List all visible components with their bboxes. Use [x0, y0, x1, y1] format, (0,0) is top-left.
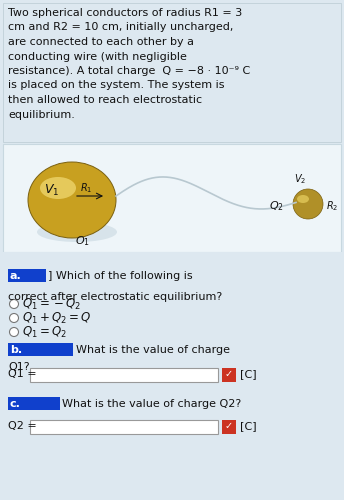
FancyBboxPatch shape [222, 368, 236, 382]
FancyBboxPatch shape [3, 3, 341, 142]
Text: [C]: [C] [240, 369, 257, 379]
FancyBboxPatch shape [3, 144, 341, 252]
Circle shape [10, 328, 19, 336]
Text: is placed on the system. The system is: is placed on the system. The system is [8, 80, 225, 90]
FancyBboxPatch shape [30, 368, 218, 382]
Text: $Q_1 = -Q_2$: $Q_1 = -Q_2$ [22, 296, 82, 312]
Text: c.: c. [10, 399, 21, 409]
FancyBboxPatch shape [18, 397, 52, 410]
Text: b.: b. [10, 345, 22, 355]
Text: $\mathit{R}_2$: $\mathit{R}_2$ [326, 199, 338, 213]
Text: ✓: ✓ [225, 421, 233, 431]
FancyBboxPatch shape [0, 252, 344, 500]
FancyBboxPatch shape [18, 343, 65, 356]
Ellipse shape [293, 189, 323, 219]
Circle shape [10, 300, 19, 308]
Text: Two spherical conductors of radius R1 = 3: Two spherical conductors of radius R1 = … [8, 8, 242, 18]
Text: Q2 =: Q2 = [8, 421, 37, 431]
Text: equilibrium.: equilibrium. [8, 110, 75, 120]
Text: conducting wire (with negligible: conducting wire (with negligible [8, 52, 187, 62]
Text: then allowed to reach electrostatic: then allowed to reach electrostatic [8, 95, 202, 105]
Text: are connected to each other by a: are connected to each other by a [8, 37, 194, 47]
Ellipse shape [40, 177, 76, 199]
FancyBboxPatch shape [20, 269, 46, 282]
Text: $\mathit{O}_1$: $\mathit{O}_1$ [75, 234, 89, 248]
Text: Q1 =: Q1 = [8, 369, 36, 379]
Text: $\mathit{V}_2$: $\mathit{V}_2$ [294, 172, 306, 186]
Text: Q1?: Q1? [8, 362, 30, 372]
Ellipse shape [37, 222, 117, 242]
Text: [C]: [C] [240, 421, 257, 431]
Text: $\mathit{R}_1$: $\mathit{R}_1$ [80, 181, 93, 195]
Text: ] Which of the following is: ] Which of the following is [48, 271, 193, 281]
Text: $Q_1 + Q_2 = Q$: $Q_1 + Q_2 = Q$ [22, 310, 91, 326]
Text: $\mathit{Q}_2$: $\mathit{Q}_2$ [269, 199, 284, 213]
Text: $\mathit{V}_1$: $\mathit{V}_1$ [44, 182, 60, 198]
FancyBboxPatch shape [30, 420, 218, 434]
FancyBboxPatch shape [8, 397, 60, 410]
FancyBboxPatch shape [222, 420, 236, 434]
Text: a.: a. [10, 271, 22, 281]
FancyBboxPatch shape [8, 269, 46, 282]
Ellipse shape [297, 195, 309, 203]
Ellipse shape [28, 162, 116, 238]
Text: What is the value of charge: What is the value of charge [76, 345, 230, 355]
Text: correct after electrostatic equilibrium?: correct after electrostatic equilibrium? [8, 292, 222, 302]
Text: ✓: ✓ [225, 369, 233, 379]
Circle shape [10, 314, 19, 322]
FancyBboxPatch shape [8, 343, 73, 356]
Text: cm and R2 = 10 cm, initially uncharged,: cm and R2 = 10 cm, initially uncharged, [8, 22, 233, 32]
Text: resistance). A total charge  Q = −8 · 10⁻⁹ C: resistance). A total charge Q = −8 · 10⁻… [8, 66, 250, 76]
Text: What is the value of charge Q2?: What is the value of charge Q2? [62, 399, 241, 409]
Text: $Q_1 = Q_2$: $Q_1 = Q_2$ [22, 324, 67, 340]
